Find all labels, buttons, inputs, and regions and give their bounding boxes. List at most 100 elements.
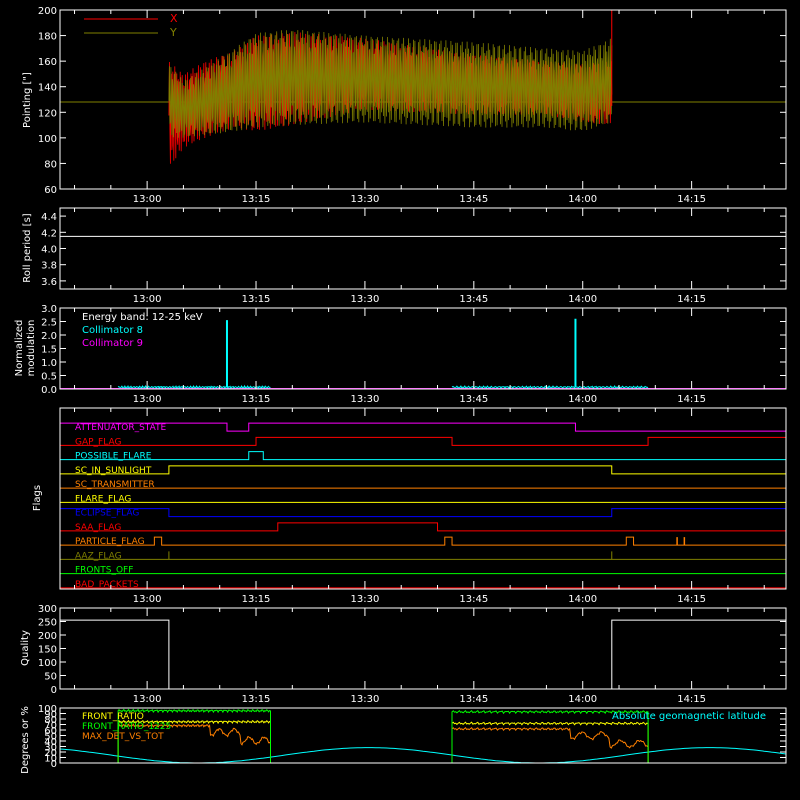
flag-label-sc-in-sunlight: SC_IN_SUNLIGHT bbox=[75, 466, 152, 476]
degrees-series-front-ratio bbox=[451, 721, 649, 763]
x-tick-label: 14:15 bbox=[677, 194, 706, 205]
x-tick-label: 13:45 bbox=[459, 194, 488, 205]
y-tick-label: 2.0 bbox=[41, 331, 57, 342]
modulation-legend-collimator-9: Collimator 9 bbox=[82, 338, 143, 349]
modulation-ylabel-line2: modulation bbox=[26, 320, 37, 377]
x-tick-label: 13:30 bbox=[351, 194, 380, 205]
x-tick-label: 13:15 bbox=[242, 594, 271, 605]
legend-x-label: X bbox=[170, 12, 178, 25]
x-tick-label: 13:15 bbox=[242, 194, 271, 205]
flag-line-gap-flag bbox=[60, 436, 786, 446]
pointing-panel: 60 80 100 120 140 160 180 200 13:00 13:15 13:30 13… bbox=[22, 6, 787, 205]
degrees-ylabel: Degrees or % bbox=[20, 706, 31, 774]
flag-line-eclipse-flag bbox=[60, 508, 786, 518]
y-tick-label: 200 bbox=[38, 6, 57, 17]
x-tick-label: 13:45 bbox=[459, 594, 488, 605]
y-tick-label: 50 bbox=[44, 732, 57, 743]
x-tick-label: 14:15 bbox=[677, 294, 706, 305]
y-tick-label: 250 bbox=[38, 618, 57, 629]
x-tick-label: 13:45 bbox=[459, 694, 488, 705]
x-tick-label: 13:45 bbox=[459, 294, 488, 305]
x-tick-label: 13:45 bbox=[459, 394, 488, 405]
collimator-8-segment bbox=[117, 384, 271, 390]
y-tick-label: 30 bbox=[44, 743, 57, 754]
y-tick-label: 4.4 bbox=[41, 212, 57, 223]
pointing-ylabel: Pointing ["] bbox=[22, 72, 33, 128]
degrees-legend-front-ratio-1225: FRONT_RATIO_1225 bbox=[82, 722, 171, 732]
y-tick-label: 160 bbox=[38, 57, 57, 68]
y-tick-label: 150 bbox=[38, 645, 57, 656]
y-tick-label: 90 bbox=[44, 710, 57, 721]
y-tick-label: 2.5 bbox=[41, 318, 57, 329]
y-tick-label: 0 bbox=[51, 685, 57, 696]
x-tick-label: 13:15 bbox=[242, 294, 271, 305]
flag-label-particle-flag: PARTICLE_FLAG bbox=[75, 537, 145, 547]
flag-label-eclipse-flag: ECLIPSE_FLAG bbox=[75, 509, 139, 519]
y-tick-label: 100 bbox=[38, 704, 57, 715]
y-tick-label: 120 bbox=[38, 108, 57, 119]
y-tick-label: 4.2 bbox=[41, 228, 57, 239]
y-tick-label: 70 bbox=[44, 721, 57, 732]
degrees-legend-max-det: MAX_DET_VS_TOT bbox=[82, 732, 164, 742]
y-tick-label: 0 bbox=[51, 759, 57, 770]
y-tick-label: 100 bbox=[38, 658, 57, 669]
x-tick-label: 14:00 bbox=[568, 194, 597, 205]
x-tick-label: 13:00 bbox=[133, 294, 162, 305]
roll-period-panel: 3.6 3.8 4.0 4.2 4.4 13:00 13:15 13:30 13:45 14:0… bbox=[22, 207, 787, 305]
y-tick-label: 0.5 bbox=[41, 372, 57, 383]
modulation-legend-title: Energy band: 12-25 keV bbox=[82, 312, 203, 323]
x-tick-label: 13:30 bbox=[351, 594, 380, 605]
quality-panel: 0 50 100 150 200 250 300 13:00 13:15 13:30 13:45 1… bbox=[20, 604, 787, 705]
flag-line-attenuator-state bbox=[60, 422, 786, 432]
x-tick-label: 14:00 bbox=[568, 594, 597, 605]
x-tick-label: 13:30 bbox=[351, 694, 380, 705]
modulation-panel: 0.0 0.5 1.0 1.5 2.0 2.5 3.0 13:00 13:15 13:30 13:… bbox=[14, 304, 787, 405]
y-tick-label: 80 bbox=[44, 159, 57, 170]
y-tick-label: 1.5 bbox=[41, 345, 57, 356]
quality-ylabel: Quality bbox=[20, 630, 31, 666]
y-tick-label: 140 bbox=[38, 83, 57, 94]
flag-label-fronts-off: FRONTS_OFF bbox=[75, 566, 133, 576]
x-tick-label: 14:00 bbox=[568, 694, 597, 705]
pointing-legend: X Y bbox=[84, 12, 178, 39]
legend-y-label: Y bbox=[169, 26, 177, 39]
flag-label-attenuator-state: ATTENUATOR_STATE bbox=[75, 423, 167, 433]
modulation-ylabel: Normalized bbox=[14, 320, 25, 377]
degrees-series-front-ratio-1225 bbox=[451, 709, 649, 763]
x-tick-label: 13:00 bbox=[133, 694, 162, 705]
x-tick-label: 14:00 bbox=[568, 294, 597, 305]
pointing-series-y bbox=[168, 30, 613, 138]
roll-period-ylabel: Roll period [s] bbox=[22, 213, 33, 282]
x-tick-label: 14:00 bbox=[568, 394, 597, 405]
flag-label-sc-transmitter: SC_TRANSMITTER bbox=[75, 480, 155, 490]
flag-line-particle-flag bbox=[60, 536, 786, 546]
modulation-ylabel-line1: Normalized bbox=[14, 320, 25, 377]
x-tick-label: 14:15 bbox=[677, 394, 706, 405]
flag-label-possible-flare: POSSIBLE_FLARE bbox=[75, 452, 152, 462]
y-tick-label: 300 bbox=[38, 604, 57, 615]
degrees-series-front-ratio-1225 bbox=[117, 708, 271, 763]
pointing-frame bbox=[59, 9, 787, 190]
degrees-legend-geomag-latitude: Absolute geomagnetic latitude bbox=[612, 711, 766, 722]
x-tick-label: 13:00 bbox=[133, 194, 162, 205]
flag-label-aaz-flag: AAZ_FLAG bbox=[75, 551, 122, 561]
y-tick-label: 3.8 bbox=[41, 261, 57, 272]
x-tick-label: 14:15 bbox=[677, 594, 706, 605]
flag-line-saa-flag bbox=[60, 522, 786, 532]
x-tick-label: 13:15 bbox=[242, 694, 271, 705]
y-tick-label: 4.0 bbox=[41, 245, 57, 256]
flags-ylabel: Flags bbox=[32, 485, 43, 511]
y-tick-label: 60 bbox=[44, 726, 57, 737]
x-tick-label: 13:00 bbox=[133, 594, 162, 605]
y-tick-label: 180 bbox=[38, 32, 57, 43]
y-tick-label: 10 bbox=[44, 754, 57, 765]
flag-label-bad-packets: BAD_PACKETS bbox=[75, 580, 139, 590]
y-tick-label: 60 bbox=[44, 185, 57, 196]
collimator-8-segment bbox=[451, 384, 649, 390]
degrees-series-max-det-vs-tot bbox=[117, 723, 271, 763]
y-tick-label: 0.0 bbox=[41, 385, 57, 396]
flag-line-sc-in-sunlight bbox=[60, 465, 786, 475]
degrees-series-max-det-vs-tot bbox=[451, 726, 649, 763]
y-tick-label: 50 bbox=[44, 672, 57, 683]
